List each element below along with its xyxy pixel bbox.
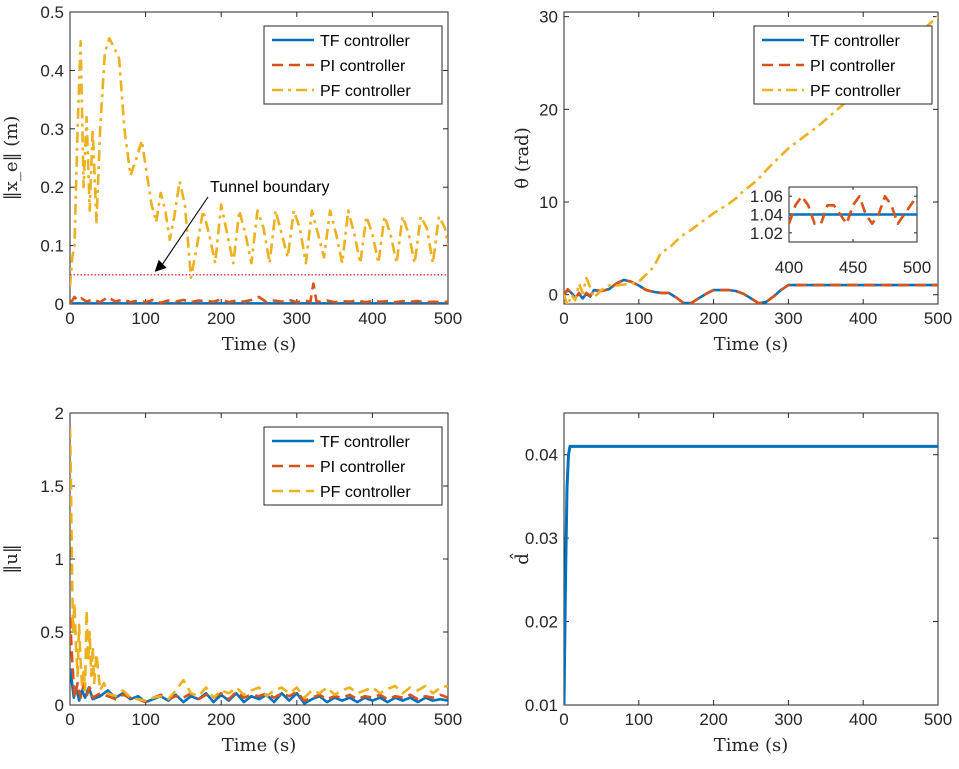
y-tick-label: 0.02 xyxy=(525,613,558,632)
series-line-pi-controller xyxy=(70,617,448,704)
x-tick-label: 500 xyxy=(903,258,931,277)
subplot-p4: 0 100 200 300 400 500 0.01 0.02 0.03 0.04 Time (s)… xyxy=(508,412,952,756)
x-axis-label: Time (s) xyxy=(222,334,297,355)
x-tick-label: 0 xyxy=(65,309,74,328)
x-tick-label: 400 xyxy=(358,309,386,328)
y-tick-label: 1.06 xyxy=(750,187,783,206)
x-tick-label: 500 xyxy=(924,710,952,729)
x-tick-label: 400 xyxy=(849,710,877,729)
x-tick-label: 450 xyxy=(839,258,867,277)
x-tick-label: 100 xyxy=(625,710,653,729)
x-tick-label: 500 xyxy=(924,309,952,328)
annotation-arrow xyxy=(162,196,209,265)
axes-box xyxy=(69,412,449,706)
legend-entry: TF controller xyxy=(320,434,410,451)
x-tick-label: 0 xyxy=(559,710,568,729)
y-axis-label: ‖x_e‖ (m) xyxy=(1,116,22,201)
x-tick-label: 0 xyxy=(65,710,74,729)
arrow-head-icon xyxy=(154,259,167,272)
y-tick-label: 1 xyxy=(55,550,64,569)
x-axis-label: Time (s) xyxy=(714,735,789,756)
y-tick-label: 1.5 xyxy=(40,477,64,496)
series-line-pi-controller xyxy=(789,194,917,225)
legend-entry: TF controller xyxy=(810,33,900,50)
x-axis-label: Time (s) xyxy=(222,735,297,756)
y-tick-label: 20 xyxy=(539,100,558,119)
legend-entry: PF controller xyxy=(810,83,901,100)
y-tick-label: 2 xyxy=(55,404,64,423)
x-tick-label: 100 xyxy=(625,309,653,328)
y-tick-label: 0.01 xyxy=(525,696,558,715)
y-tick-label: 0.4 xyxy=(40,61,64,80)
y-tick-label: 0 xyxy=(549,286,558,305)
series-line-pi-controller xyxy=(564,278,938,304)
subplot-p3: 0 100 200 300 400 500 0 0.5 1 1.5 2 TF controller PI… xyxy=(1,404,462,756)
axes-box xyxy=(563,412,939,706)
y-tick-label: 0.5 xyxy=(40,3,64,22)
legend-entry: TF controller xyxy=(320,33,410,50)
y-tick-label: 0.1 xyxy=(40,237,64,256)
y-tick-label: 0 xyxy=(55,696,64,715)
legend-entry: PI controller xyxy=(320,58,406,75)
x-tick-label: 300 xyxy=(283,309,311,328)
x-tick-label: 200 xyxy=(699,309,727,328)
x-tick-label: 0 xyxy=(559,309,568,328)
x-tick-label: 400 xyxy=(775,258,803,277)
y-tick-label: 0.03 xyxy=(525,529,558,548)
x-tick-label: 200 xyxy=(207,309,235,328)
series-line-pi-controller xyxy=(70,282,448,304)
y-tick-label: 1.04 xyxy=(750,206,783,225)
x-axis-label: Time (s) xyxy=(714,334,789,355)
series-line-d-hat xyxy=(564,444,938,705)
series-line-pf-controller xyxy=(70,427,448,702)
y-tick-label: 30 xyxy=(539,8,558,27)
annotation-text: Tunnel boundary xyxy=(210,179,330,196)
axes-box xyxy=(563,11,939,305)
plot-area xyxy=(564,413,938,705)
x-tick-label: 300 xyxy=(774,710,802,729)
y-tick-label: 0.04 xyxy=(525,446,558,465)
y-axis-label: d̂ xyxy=(508,553,533,565)
inset-plot: 400 450 500 1.021.041.06 xyxy=(750,186,931,277)
x-tick-label: 200 xyxy=(699,710,727,729)
y-tick-label: 0.2 xyxy=(40,178,64,197)
legend-entry: PI controller xyxy=(320,459,406,476)
legend-entry: PF controller xyxy=(320,484,411,501)
y-axis-label: θ (rad) xyxy=(512,127,533,188)
x-tick-label: 200 xyxy=(207,710,235,729)
x-tick-label: 100 xyxy=(131,710,159,729)
x-tick-label: 400 xyxy=(849,309,877,328)
y-tick-label: 0 xyxy=(55,295,64,314)
x-tick-label: 500 xyxy=(434,309,462,328)
y-tick-label: 0.3 xyxy=(40,120,64,139)
x-tick-label: 300 xyxy=(774,309,802,328)
series-line-tf-controller xyxy=(70,668,448,705)
subplot-p1: 0 100 200 300 400 500 0 0.1 0.2 0.3 0.4 0.5 Tunnel b… xyxy=(1,3,462,355)
legend-entry: PF controller xyxy=(320,83,411,100)
y-tick-label: 10 xyxy=(539,193,558,212)
x-tick-label: 300 xyxy=(283,710,311,729)
subplot-p2: 0 100 200 300 400 500 0 10 20 30 400 450 500 1.021.04… xyxy=(512,8,952,355)
y-tick-label: 1.02 xyxy=(750,224,783,243)
x-tick-label: 400 xyxy=(358,710,386,729)
y-axis-label: ‖u‖ xyxy=(1,544,22,574)
x-tick-label: 100 xyxy=(131,309,159,328)
x-tick-label: 500 xyxy=(434,710,462,729)
legend-entry: PI controller xyxy=(810,58,896,75)
series-line-pf-controller xyxy=(70,36,448,287)
y-tick-label: 0.5 xyxy=(40,623,64,642)
